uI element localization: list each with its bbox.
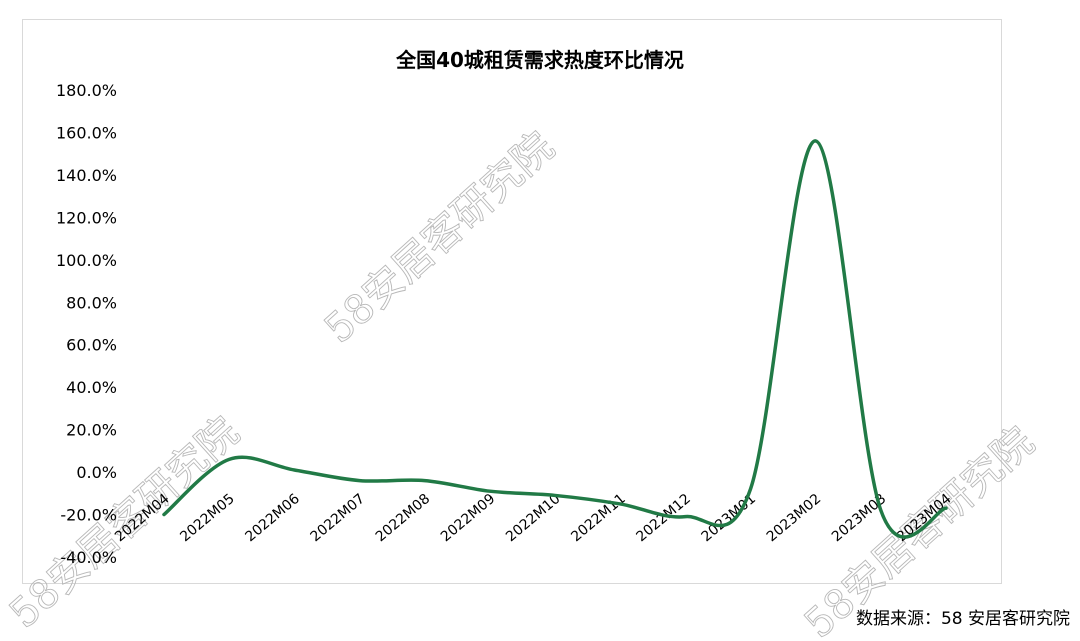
x-tick-label: 2022M10 [503, 491, 563, 545]
data-point-2023M01 [749, 487, 753, 491]
x-tick-label: 2022M07 [308, 491, 368, 545]
source-note: 数据来源：58 安居客研究院 [855, 609, 1070, 629]
y-tick-label: 80.0% [66, 293, 117, 312]
data-point-2022M06 [292, 468, 296, 472]
chart-title: 全国40城租赁需求热度环比情况 [395, 48, 684, 72]
y-tick-label: 40.0% [66, 378, 117, 397]
data-point-2022M05 [227, 457, 231, 461]
data-point-2022M07 [358, 479, 362, 483]
y-tick-label: 20.0% [66, 421, 117, 440]
y-tick-label: 120.0% [56, 208, 117, 227]
y-tick-label: 60.0% [66, 336, 117, 355]
x-tick-label: 2022M09 [438, 491, 498, 545]
y-tick-label: 100.0% [56, 251, 117, 270]
y-tick-label: 140.0% [56, 166, 117, 185]
x-tick-label: 2022M08 [373, 491, 433, 545]
data-point-2022M12 [683, 515, 687, 519]
x-tick-label: 2022M06 [242, 491, 303, 545]
chart-frame [22, 19, 1002, 584]
series-line-1 [162, 139, 948, 539]
x-tick-label: 2022M05 [177, 491, 237, 545]
data-point-2022M10 [553, 493, 557, 497]
data-point-2023M03 [879, 508, 883, 512]
y-tick-label: -40.0% [60, 548, 117, 567]
x-tick-label: 2023M02 [764, 491, 824, 545]
y-tick-label: 160.0% [56, 123, 117, 142]
data-point-2022M09 [488, 489, 492, 493]
data-point-2023M02 [814, 139, 818, 143]
data-point-2022M11 [618, 502, 622, 506]
data-point-2022M08 [423, 479, 427, 483]
y-tick-label: 180.0% [56, 81, 117, 100]
y-tick-label: -20.0% [60, 506, 117, 525]
watermark-1: 58安居客研究院 [316, 124, 563, 353]
data-point-2023M04 [944, 506, 948, 510]
y-tick-label: 0.0% [76, 463, 117, 482]
x-tick-label: 2023M01 [699, 491, 759, 545]
data-point-2022M04 [162, 513, 166, 517]
